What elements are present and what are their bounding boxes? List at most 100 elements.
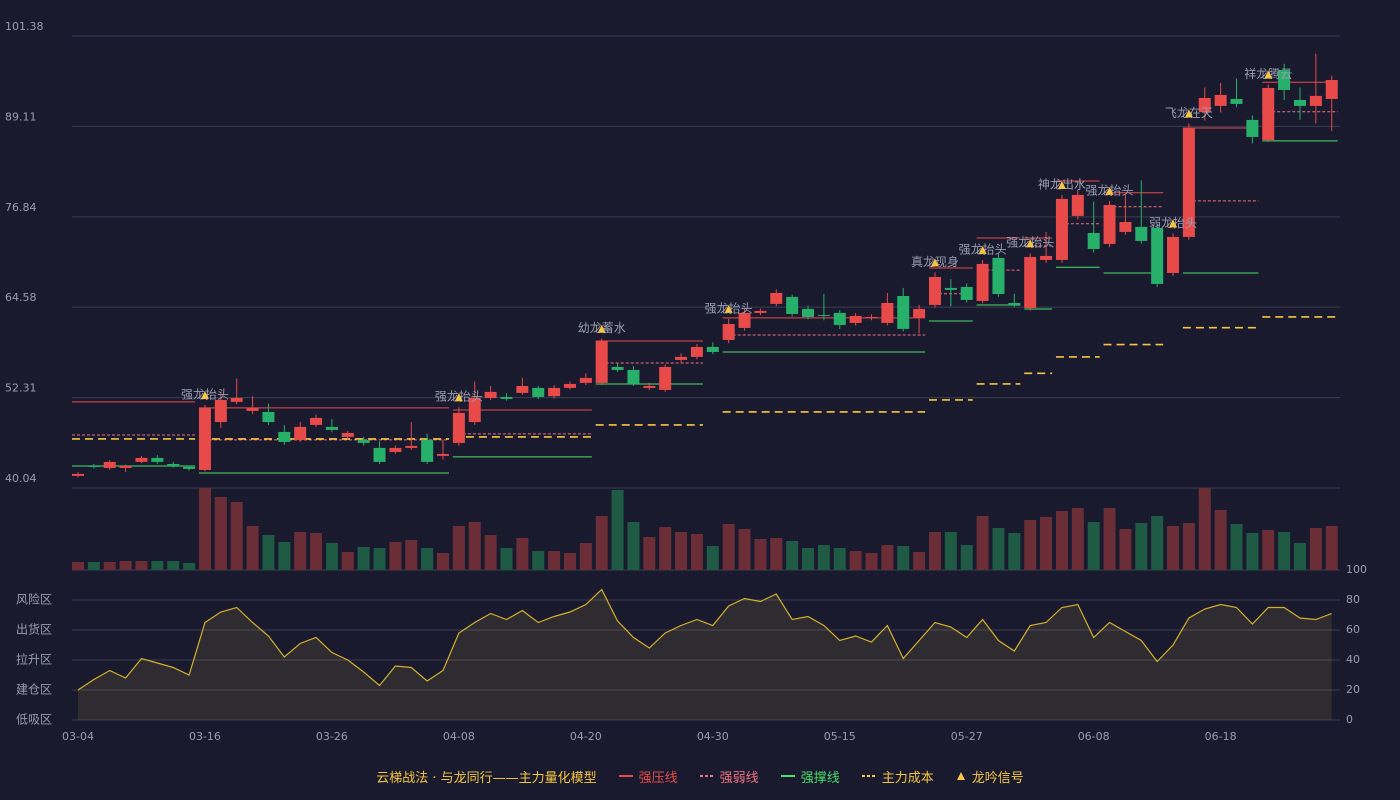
zone-label: 出货区 — [16, 622, 52, 637]
candle-body — [865, 316, 878, 318]
candle-body — [103, 461, 116, 468]
legend-item: 主力成本 — [861, 767, 934, 786]
x-tick-label: 04-30 — [697, 730, 729, 743]
volume-bar — [437, 553, 450, 570]
volume-bar — [373, 548, 386, 570]
volume-bar — [817, 545, 830, 570]
candle-body — [595, 340, 608, 383]
indicator-area — [78, 589, 1332, 720]
volume-bar — [1198, 488, 1211, 570]
volume-bar — [960, 545, 973, 570]
volume-bar — [1214, 510, 1227, 570]
candle-body — [500, 396, 513, 399]
volume-bar — [675, 532, 688, 570]
volume-bar — [1182, 523, 1195, 570]
volume-bar — [1103, 508, 1116, 570]
candle-body — [294, 426, 307, 440]
volume-bar — [1293, 543, 1306, 570]
candle-body — [706, 346, 719, 352]
legend-label: 强弱线 — [719, 770, 759, 786]
candle-body — [1008, 302, 1021, 305]
candle-body — [183, 466, 196, 469]
volume-bar — [405, 540, 418, 570]
volume-bar — [928, 532, 941, 570]
volume-bar — [722, 524, 735, 570]
candle-body — [405, 445, 418, 448]
candle-body — [151, 457, 164, 462]
signal-marker — [1057, 181, 1066, 190]
candle-body — [960, 286, 973, 300]
volume-bar — [754, 539, 767, 570]
candle-body — [325, 426, 338, 430]
candle-body — [1262, 87, 1275, 140]
volume-bar — [484, 535, 497, 570]
x-tick-label: 03-16 — [189, 730, 221, 743]
candle-body — [373, 447, 386, 462]
volume-bar — [183, 563, 196, 570]
volume-bar — [1309, 528, 1322, 570]
y2-tick-label: 60 — [1346, 623, 1360, 636]
volume-bar — [468, 522, 481, 570]
volume-bar — [421, 548, 434, 570]
candle-body — [310, 417, 323, 425]
volume-bar — [198, 488, 211, 570]
volume-bar — [1278, 532, 1291, 570]
candle-body — [1293, 99, 1306, 106]
candle-body — [532, 387, 545, 397]
candle-body — [1055, 198, 1068, 260]
volume-bar — [1071, 508, 1084, 570]
candle-body — [548, 387, 561, 397]
y-tick-label: 76.84 — [5, 201, 37, 214]
candle-body — [278, 431, 291, 442]
signal-marker — [200, 391, 209, 400]
candle-body — [167, 463, 180, 466]
volume-bar — [1246, 533, 1259, 570]
x-tick-label: 05-15 — [824, 730, 856, 743]
candle-body — [1182, 127, 1195, 237]
x-tick-label: 03-04 — [62, 730, 94, 743]
candle-body — [341, 432, 354, 437]
x-tick-label: 04-20 — [570, 730, 602, 743]
candle-body — [928, 276, 941, 305]
volume-bar — [802, 548, 815, 570]
volume-bar — [119, 561, 132, 570]
volume-bar — [230, 502, 243, 570]
candle-body — [770, 292, 783, 304]
candle-body — [659, 366, 672, 390]
volume-bar — [849, 551, 862, 570]
candle-body — [135, 457, 148, 462]
volume-bar — [389, 542, 402, 570]
candle-body — [1214, 94, 1227, 106]
y-tick-label: 52.31 — [5, 382, 37, 395]
candle-body — [1103, 204, 1116, 244]
candle-body — [1230, 98, 1243, 104]
signal-marker — [1184, 109, 1193, 118]
legend-swatch — [618, 775, 633, 777]
candle-body — [1087, 232, 1100, 249]
legend: 云梯战法 · 与龙同行——主力量化模型 强压线 强弱线 强撑线 主力成本 龙吟信号 — [0, 764, 1400, 788]
volume-bar — [659, 527, 672, 570]
volume-bar — [548, 551, 561, 570]
candle-body — [1024, 256, 1037, 308]
candle-body — [881, 302, 894, 323]
signal-marker — [1264, 70, 1273, 79]
y2-tick-label: 100 — [1346, 563, 1367, 576]
volume-bar — [87, 562, 100, 570]
candle-body — [992, 257, 1005, 294]
candle-body — [214, 399, 227, 423]
signal-marker — [978, 245, 987, 254]
volume-bar — [1040, 517, 1053, 570]
candle-body — [1309, 95, 1322, 106]
candle-body — [643, 385, 656, 388]
volume-bar — [913, 552, 926, 570]
legend-label: 强压线 — [638, 770, 678, 786]
volume-bar — [579, 543, 592, 570]
y-tick-label: 64.58 — [5, 291, 37, 304]
candle-body — [87, 465, 100, 467]
candle-body — [976, 263, 989, 301]
candle-body — [579, 377, 592, 383]
volume-bar — [532, 551, 545, 570]
volume-bar — [341, 552, 354, 570]
candle-body — [1135, 226, 1148, 241]
